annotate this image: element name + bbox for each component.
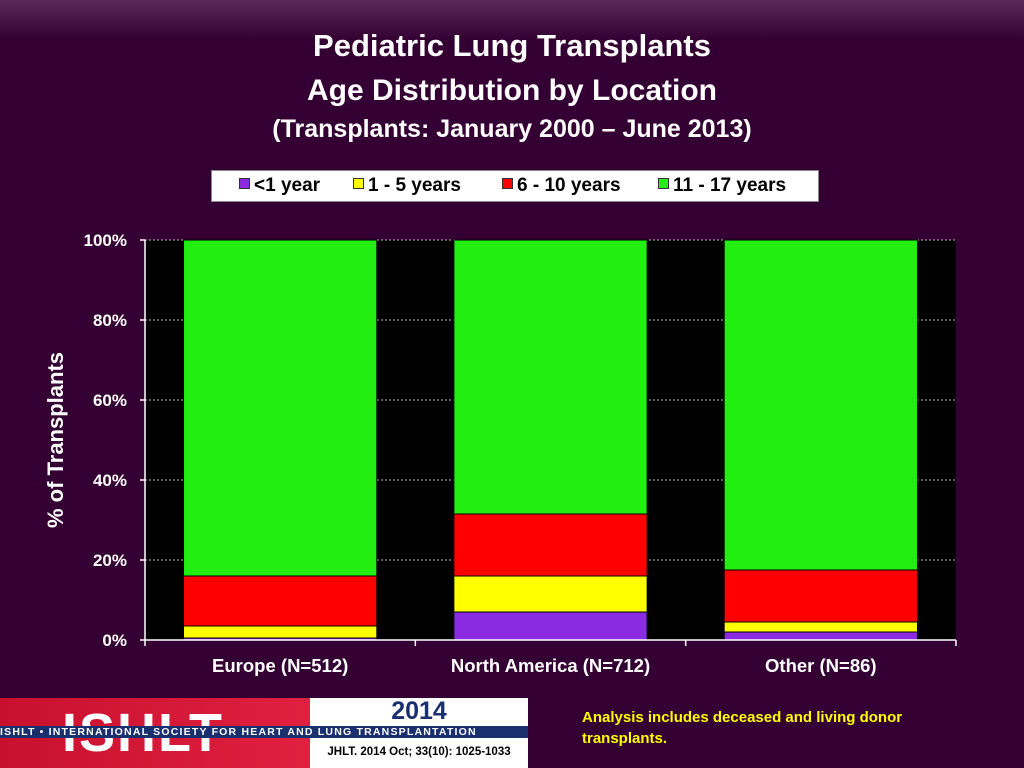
bar-segment <box>453 611 648 641</box>
ishlt-logo: ISHLT ISHLT • INTERNATIONAL SOCIETY FOR … <box>0 697 528 768</box>
legend-swatch <box>658 178 669 189</box>
bar-segment <box>183 625 378 639</box>
report-year: 2014 <box>391 697 447 725</box>
y-axis-label: % of Transplants <box>43 352 68 528</box>
y-tick-label: 20% <box>93 551 127 570</box>
y-tick-label: 40% <box>93 471 127 490</box>
header-band <box>0 0 1024 40</box>
legend-label: 11 - 17 years <box>673 175 787 196</box>
bar-segment <box>183 239 378 577</box>
analysis-note: Analysis includes deceased and living do… <box>582 709 903 747</box>
legend: <1 year 1 - 5 years 6 - 10 years 11 - 17… <box>211 170 819 202</box>
legend-item-6-10: 6 - 10 years <box>502 175 621 197</box>
y-tick-label: 80% <box>93 311 127 330</box>
legend-swatch <box>353 178 364 189</box>
y-tick-label: 0% <box>102 631 127 650</box>
bar-segment <box>453 513 648 577</box>
x-tick-label: North America (N=712) <box>451 655 650 676</box>
bar-segment <box>723 621 918 633</box>
stacked-bar-chart: 0% 20% 40% 60% 80% 100% Europe (N=512) North Am… <box>43 231 957 676</box>
x-tick-label: Other (N=86) <box>765 655 877 676</box>
citation: JHLT. 2014 Oct; 33(10): 1025-1033 <box>327 746 511 758</box>
society-name: ISHLT • INTERNATIONAL SOCIETY FOR HEART … <box>0 726 528 738</box>
legend-label: 1 - 5 years <box>368 175 461 196</box>
chart-title: Pediatric Lung Transplants <box>313 28 711 63</box>
bar-segment <box>723 569 918 623</box>
x-tick-label: Europe (N=512) <box>212 655 348 676</box>
legend-item-1-5: 1 - 5 years <box>353 175 461 197</box>
bar-segment <box>453 575 648 613</box>
bar-segment <box>183 575 378 627</box>
bar-segment <box>723 631 918 641</box>
bar-segment <box>723 239 918 571</box>
chart-date-range: (Transplants: January 2000 – June 2013) <box>272 115 752 143</box>
legend-item-11-17: 11 - 17 years <box>658 175 786 197</box>
legend-label: <1 year <box>254 175 321 196</box>
legend-item-under-1: <1 year <box>239 175 320 197</box>
chart-subtitle: Age Distribution by Location <box>307 74 717 107</box>
bar-segment <box>453 239 648 515</box>
legend-label: 6 - 10 years <box>517 175 621 196</box>
legend-swatch <box>239 178 250 189</box>
legend-swatch <box>502 178 513 189</box>
y-tick-label: 100% <box>84 231 127 250</box>
y-tick-label: 60% <box>93 391 127 410</box>
